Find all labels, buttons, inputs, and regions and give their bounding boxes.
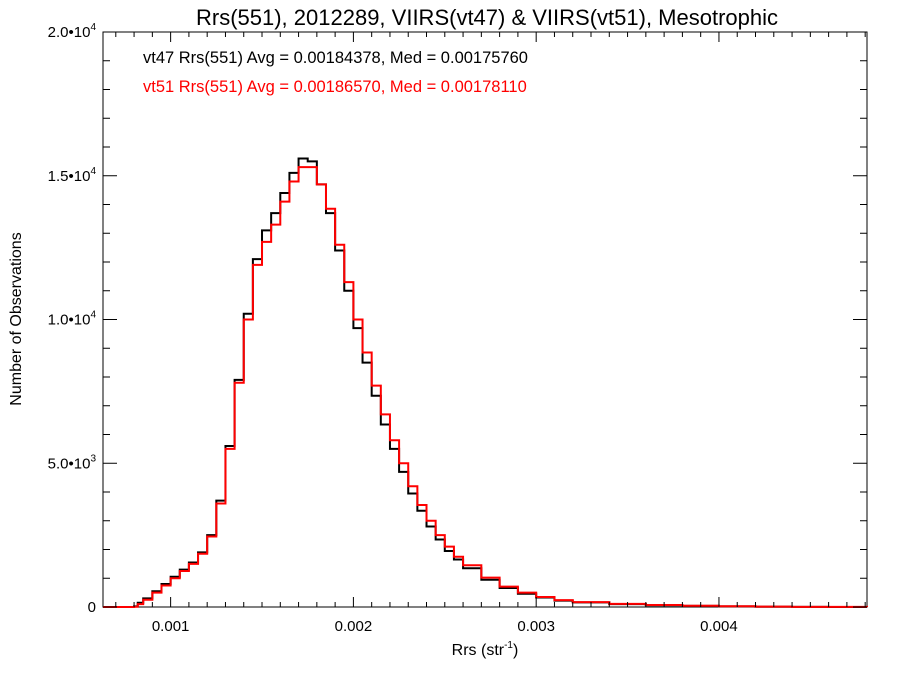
x-axis-label-tail: ) xyxy=(513,642,518,659)
annotation-vt47: vt47 Rrs(551) Avg = 0.00184378, Med = 0.… xyxy=(143,49,528,67)
y-tick-mantissa: 5.0•10 xyxy=(48,455,91,472)
y-tick-label-3: 1.5•104 xyxy=(48,166,97,185)
x-axis-label: Rrs (str-1) xyxy=(452,640,519,659)
x-ticks: 0.001 0.002 0.003 0.004 xyxy=(115,32,866,635)
y-tick-mantissa: 0 xyxy=(88,599,96,616)
x-axis-label-sup: -1 xyxy=(504,640,513,651)
y-tick-mantissa: 1.5•10 xyxy=(48,168,91,185)
y-tick-exponent: 3 xyxy=(90,453,96,464)
plot-area: 0.001 0.002 0.003 0.004 05.0•1031.0•1041.5•… xyxy=(48,22,868,635)
y-tick-exponent: 4 xyxy=(90,310,96,321)
x-tick-label-2: 0.003 xyxy=(517,618,555,635)
y-tick-exponent: 4 xyxy=(90,166,96,177)
x-tick-label-1: 0.002 xyxy=(335,618,373,635)
y-tick-mantissa: 1.0•10 xyxy=(48,312,91,329)
y-tick-label-4: 2.0•104 xyxy=(48,22,97,41)
y-tick-label-1: 5.0•103 xyxy=(48,453,97,472)
x-axis-label-base: Rrs (str xyxy=(452,642,505,659)
y-tick-mantissa: 2.0•10 xyxy=(48,24,91,41)
x-tick-label-0: 0.001 xyxy=(152,618,190,635)
y-axis-label: Number of Observations xyxy=(8,232,25,405)
chart-title: Rrs(551), 2012289, VIIRS(vt47) & VIIRS(v… xyxy=(196,5,778,30)
series-line-1 xyxy=(103,166,868,608)
x-tick-label-3: 0.004 xyxy=(700,618,738,635)
annotation-vt51: vt51 Rrs(551) Avg = 0.00186570, Med = 0.… xyxy=(143,78,527,96)
series-group xyxy=(103,157,868,608)
y-tick-exponent: 4 xyxy=(90,22,96,33)
plot-frame xyxy=(102,31,868,608)
annotations: vt47 Rrs(551) Avg = 0.00184378, Med = 0.… xyxy=(143,49,528,96)
y-tick-label-2: 1.0•104 xyxy=(48,310,97,329)
series-line-0 xyxy=(103,157,868,608)
y-tick-label-0: 0 xyxy=(88,599,96,616)
